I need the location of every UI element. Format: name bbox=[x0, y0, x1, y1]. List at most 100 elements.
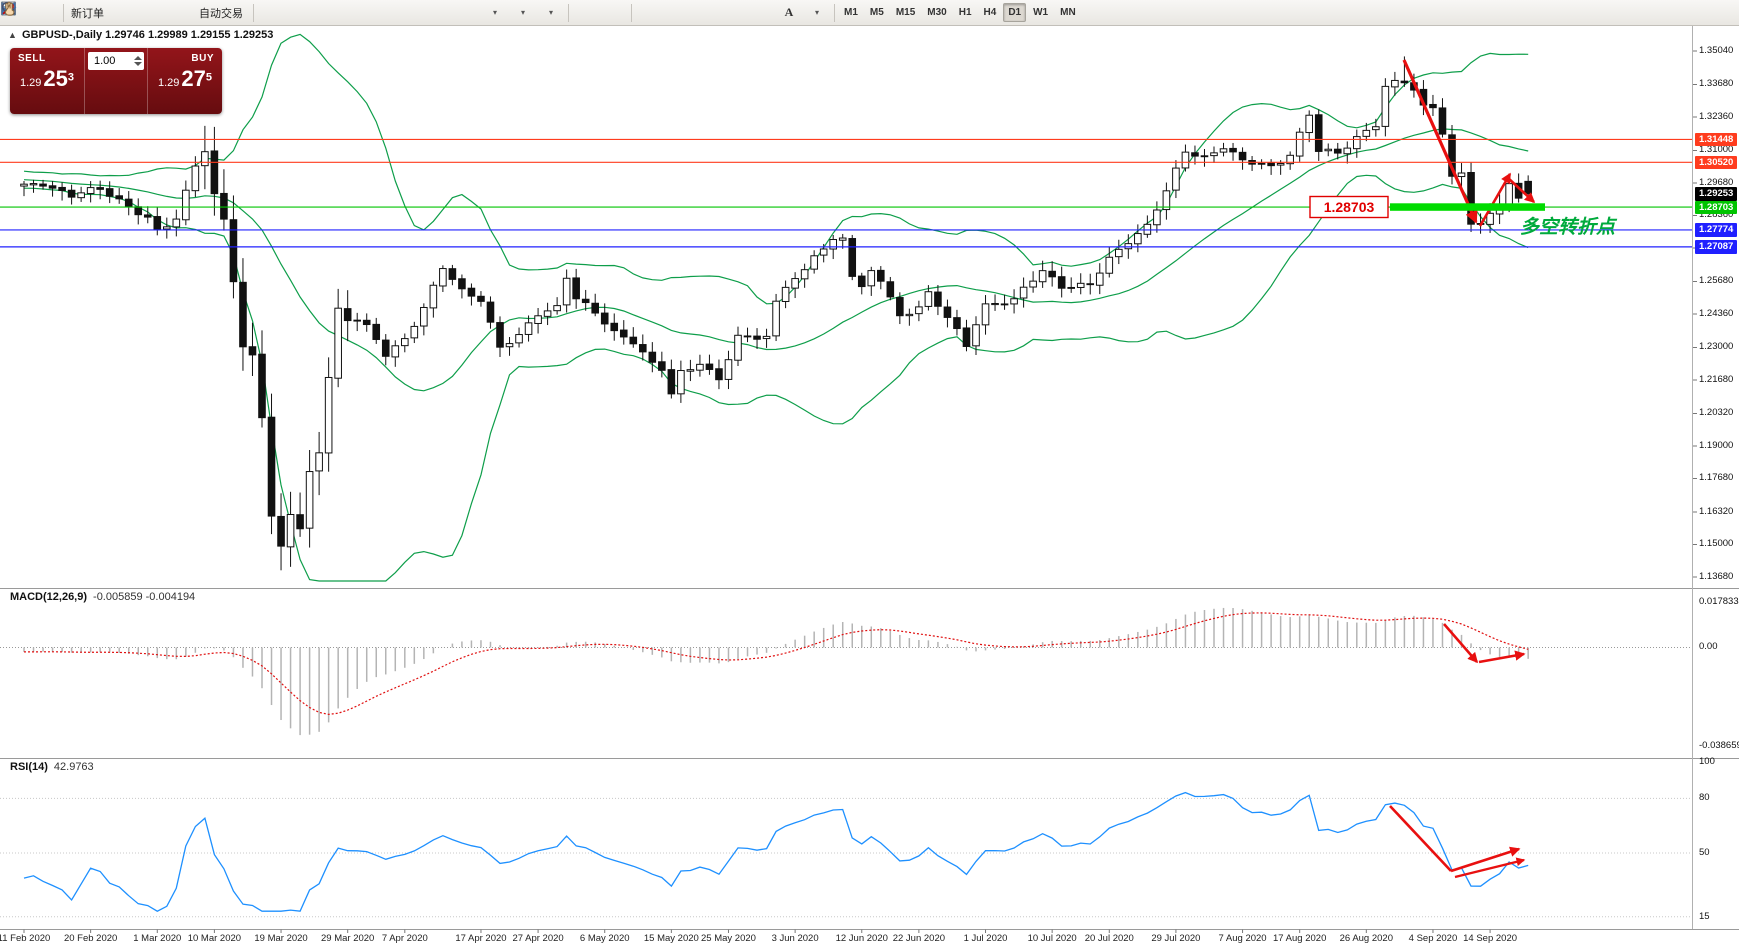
timeframe-m5-button[interactable]: M5 bbox=[869, 7, 884, 18]
toolbar-separator bbox=[253, 3, 254, 22]
timeframe-m15-button[interactable]: M15 bbox=[895, 7, 916, 18]
volume-up-icon bbox=[134, 56, 142, 60]
price-level-badge: 1.31448 bbox=[1695, 132, 1738, 147]
date-label: 7 Apr 2020 bbox=[381, 933, 428, 944]
channel-tool-button[interactable] bbox=[1, 1, 747, 25]
templates-button[interactable]: ▾ bbox=[2, 1, 565, 25]
macd-layer bbox=[0, 607, 1692, 736]
date-label: 10 Mar 2020 bbox=[187, 933, 242, 944]
arrange-windows-button[interactable] bbox=[1, 1, 481, 25]
rsi-panel-title: RSI(14) 42.9763 bbox=[10, 761, 94, 773]
one-click-collapse-icon[interactable]: ▲ bbox=[8, 30, 17, 40]
rsi-value: 42.9763 bbox=[53, 761, 94, 773]
svg-text:1.28703: 1.28703 bbox=[1324, 199, 1375, 215]
date-label: 25 May 2020 bbox=[701, 933, 756, 944]
cascade-windows-button[interactable] bbox=[1, 1, 453, 25]
date-label: 12 Jun 2020 bbox=[835, 933, 888, 944]
price-axis-label: 1.15000 bbox=[1699, 538, 1734, 550]
trendline-tool-button[interactable] bbox=[2, 1, 719, 25]
zoom-out-button[interactable] bbox=[1, 1, 397, 25]
date-label: 1 Jul 2020 bbox=[963, 933, 1008, 944]
date-label: 3 Jun 2020 bbox=[771, 933, 819, 944]
chevron-down-icon: ▾ bbox=[548, 7, 553, 17]
auto-trading-button[interactable]: 自动交易 bbox=[4, 1, 250, 25]
tile-windows-button[interactable] bbox=[1, 1, 425, 25]
fibonacci-tool-button[interactable] bbox=[2, 1, 775, 25]
axes-layer bbox=[0, 26, 1739, 933]
price-level-badge: 1.27087 bbox=[1695, 240, 1738, 254]
price-axis-label: 1.17680 bbox=[1699, 472, 1734, 484]
date-label: 17 Apr 2020 bbox=[455, 933, 507, 944]
volume-section: 1.00 bbox=[84, 48, 148, 114]
new-order-label: 新订单 bbox=[71, 7, 104, 20]
timeframe-m30-button[interactable]: M30 bbox=[927, 7, 947, 18]
one-click-trading-panel: SELL 1.29253 1.00 BUY 1.29275 bbox=[10, 48, 222, 114]
sell-button[interactable]: SELL 1.29253 bbox=[10, 48, 84, 114]
macd-values: -0.005859 -0.004194 bbox=[93, 591, 196, 603]
text-tool-button[interactable]: A bbox=[775, 1, 803, 25]
toolbar-right-group bbox=[1, 1, 1709, 25]
chevron-down-icon: ▾ bbox=[814, 7, 819, 17]
text-tool-icon: A bbox=[784, 5, 794, 19]
timeframe-d1-button[interactable]: D1 bbox=[1003, 3, 1027, 22]
crosshair-tool-button[interactable] bbox=[2, 1, 628, 25]
data-window-button[interactable] bbox=[1, 1, 167, 25]
timeframe-h4-button[interactable]: H4 bbox=[983, 7, 997, 18]
date-label: 17 Aug 2020 bbox=[1272, 933, 1327, 944]
date-label: 14 Sep 2020 bbox=[1463, 933, 1518, 944]
pan-button[interactable] bbox=[4, 1, 1709, 25]
buy-label: BUY bbox=[191, 53, 214, 64]
navigator-button[interactable] bbox=[2, 1, 195, 25]
indicators-button[interactable]: ▾ bbox=[3, 1, 509, 25]
price-axis-label: 1.21680 bbox=[1699, 373, 1734, 385]
date-label: 29 Jul 2020 bbox=[1151, 933, 1201, 944]
volume-spinner[interactable] bbox=[134, 56, 142, 66]
rsi-axis-label: 15 bbox=[1699, 910, 1710, 922]
rsi-axis-label: 100 bbox=[1699, 756, 1715, 767]
candlestick-chart-button[interactable] bbox=[3, 1, 313, 25]
horizontal-line-tool-button[interactable] bbox=[2, 1, 691, 25]
vertical-line-tool-button[interactable] bbox=[7, 1, 663, 25]
rsi-axis-label: 50 bbox=[1699, 847, 1710, 858]
candlesticks-layer bbox=[20, 56, 1532, 571]
price-level-badge: 1.30520 bbox=[1695, 155, 1738, 170]
timeframe-w1-button[interactable]: W1 bbox=[1033, 7, 1049, 18]
date-label: 26 Aug 2020 bbox=[1339, 933, 1393, 944]
date-label: 22 Jun 2020 bbox=[892, 933, 946, 944]
date-label: 4 Sep 2020 bbox=[1408, 933, 1458, 944]
toolbar-separator bbox=[834, 3, 835, 22]
macd-axis-label: 0.017833 bbox=[1699, 596, 1739, 607]
rsi-layer bbox=[0, 791, 1692, 918]
date-label: 19 Mar 2020 bbox=[254, 933, 308, 944]
new-order-button[interactable]: 新订单 bbox=[2, 1, 111, 25]
timeframe-m1-button[interactable]: M1 bbox=[844, 7, 858, 18]
chevron-down-icon: ▾ bbox=[492, 7, 497, 17]
price-axis-label: 1.25680 bbox=[1699, 275, 1734, 287]
toolbar-separator bbox=[568, 3, 569, 22]
arrows-tool-button[interactable]: ▾ bbox=[2, 1, 831, 25]
zoom-in-button[interactable] bbox=[1, 1, 369, 25]
price-axis-label: 1.13680 bbox=[1699, 570, 1734, 582]
buy-button[interactable]: BUY 1.29275 bbox=[148, 48, 222, 114]
timeframe-mn-button[interactable]: MN bbox=[1060, 7, 1076, 18]
line-chart-button[interactable] bbox=[1, 1, 341, 25]
turning-point-text: 多空转折点 bbox=[1520, 216, 1618, 238]
rsi-axis-label: 80 bbox=[1699, 792, 1710, 804]
bar-chart-button[interactable] bbox=[2, 1, 285, 25]
price-axis-label: 1.32360 bbox=[1699, 110, 1734, 122]
sell-price: 1.29253 bbox=[19, 66, 75, 91]
date-label: 7 Aug 2020 bbox=[1218, 933, 1267, 944]
price-axis-label: 1.29680 bbox=[1699, 176, 1734, 188]
volume-down-icon bbox=[134, 62, 142, 66]
chart-profiles-button[interactable] bbox=[1, 1, 60, 25]
timeframe-h1-button[interactable]: H1 bbox=[958, 7, 972, 18]
periods-button[interactable]: ▾ bbox=[2, 1, 537, 25]
cursor-tool-button[interactable] bbox=[5, 1, 600, 25]
hand-icon bbox=[4, 1, 15, 16]
deposit-button[interactable] bbox=[2, 1, 139, 25]
price-level-badge: 1.28703 bbox=[1695, 200, 1738, 215]
search-button[interactable] bbox=[1, 1, 1681, 25]
date-label: 10 Jul 2020 bbox=[1027, 933, 1077, 944]
volume-input[interactable]: 1.00 bbox=[88, 52, 144, 70]
